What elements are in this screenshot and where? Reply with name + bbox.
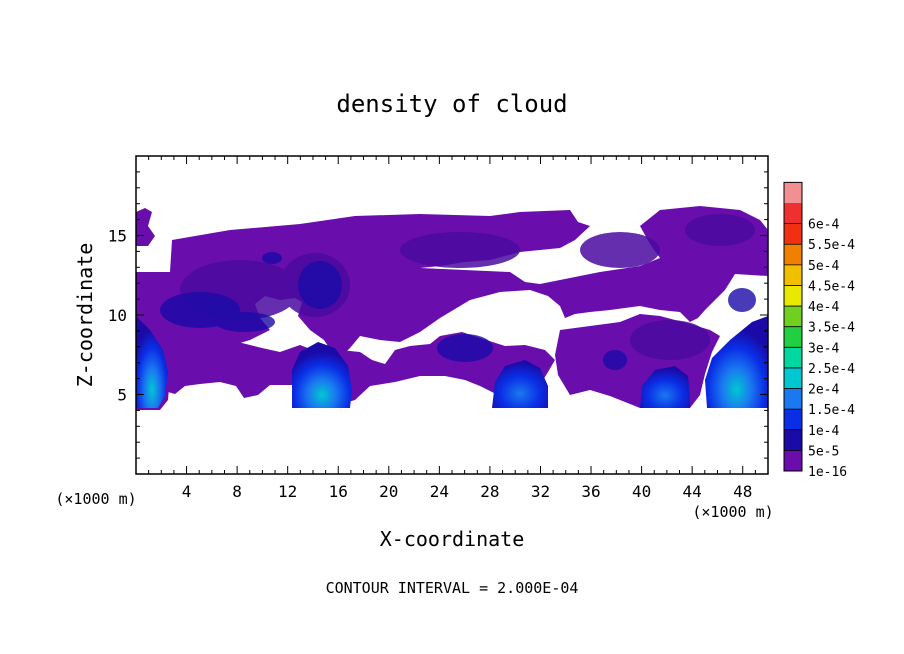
x-tick-label: 24 bbox=[430, 482, 449, 501]
x-tick-label: 44 bbox=[683, 482, 702, 501]
x-tick-label: 32 bbox=[531, 482, 550, 501]
colorbar-swatch bbox=[784, 306, 802, 327]
colorbar-swatch bbox=[784, 347, 802, 368]
core-x15 bbox=[292, 342, 352, 408]
x-tick-label: 36 bbox=[581, 482, 600, 501]
x-unit-label-left: (×1000 m) bbox=[55, 490, 136, 508]
cloud-denser-patches bbox=[160, 252, 756, 370]
y-tick-label: 5 bbox=[117, 386, 127, 405]
core-right-edge bbox=[705, 316, 768, 408]
core-x42 bbox=[640, 366, 690, 408]
colorbar-swatch bbox=[784, 409, 802, 430]
core-left-edge bbox=[136, 316, 168, 408]
colorbar-swatch bbox=[784, 429, 802, 451]
colorbar-label: 2e-4 bbox=[808, 383, 839, 398]
x-tick-label: 20 bbox=[379, 482, 398, 501]
colorbar-label: 3.5e-4 bbox=[808, 321, 855, 336]
colorbar-label: 4e-4 bbox=[808, 300, 839, 315]
colorbar-label: 1e-4 bbox=[808, 424, 839, 439]
y-tick-label: 15 bbox=[108, 227, 127, 246]
colorbar-swatch bbox=[784, 388, 802, 410]
x-unit-label-right: (×1000 m) bbox=[692, 503, 773, 521]
colorbar: 1e-16 5e-5 1e-4 1.5e-4 2e-4 2.5e-4 3e-4 3.5e-4 4… bbox=[783, 181, 855, 480]
colorbar-label: 1e-16 bbox=[808, 465, 847, 480]
chart-title: density of cloud bbox=[336, 90, 567, 118]
cloud-region-main bbox=[136, 206, 768, 410]
colorbar-label: 3e-4 bbox=[808, 341, 839, 356]
cloud-field bbox=[136, 206, 768, 410]
x-tick-label: 28 bbox=[480, 482, 499, 501]
x-tick-label: 12 bbox=[278, 482, 297, 501]
colorbar-swatch bbox=[784, 285, 802, 307]
colorbar-label: 5.5e-4 bbox=[808, 238, 855, 253]
x-tick-label: 40 bbox=[632, 482, 651, 501]
cloud-region-left-top bbox=[136, 208, 155, 246]
colorbar-label: 1.5e-4 bbox=[808, 403, 855, 418]
colorbar-swatch bbox=[784, 182, 802, 203]
colorbar-swatch bbox=[784, 264, 802, 286]
x-tick-label: 16 bbox=[329, 482, 348, 501]
colorbar-swatch bbox=[784, 326, 802, 348]
colorbar-label: 5e-4 bbox=[808, 259, 839, 274]
colorbar-swatch bbox=[784, 244, 802, 265]
colorbar-swatch bbox=[784, 223, 802, 245]
core-x30 bbox=[492, 360, 548, 408]
colorbar-label: 2.5e-4 bbox=[808, 362, 855, 377]
x-tick-label: 48 bbox=[733, 482, 752, 501]
x-tick-label: 4 bbox=[182, 482, 192, 501]
colorbar-label: 4.5e-4 bbox=[808, 279, 855, 294]
y-axis-label: Z-coordinate bbox=[73, 243, 97, 388]
colorbar-swatch bbox=[784, 203, 802, 224]
colorbar-label: 6e-4 bbox=[808, 218, 839, 233]
contour-interval-note: CONTOUR INTERVAL = 2.000E-04 bbox=[326, 579, 579, 597]
x-axis-label: X-coordinate bbox=[380, 527, 525, 551]
x-tick-label: 8 bbox=[232, 482, 242, 501]
y-tick-label: 10 bbox=[108, 306, 127, 325]
colorbar-swatch bbox=[784, 450, 802, 471]
colorbar-swatch bbox=[784, 367, 802, 389]
colorbar-label: 5e-5 bbox=[808, 444, 839, 459]
